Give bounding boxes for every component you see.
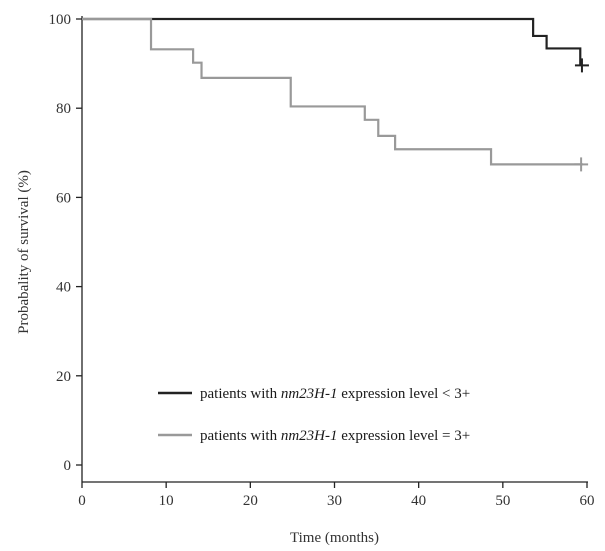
y-tick-label: 100 bbox=[49, 12, 72, 28]
legend-label-gene: nm23H-1 bbox=[281, 428, 338, 444]
x-tick-label: 0 bbox=[78, 493, 86, 509]
x-tick-label: 60 bbox=[580, 493, 595, 509]
survival-curve-high-expression bbox=[82, 17, 583, 166]
x-tick-label: 20 bbox=[243, 493, 258, 509]
legend-label-gene: nm23H-1 bbox=[281, 386, 338, 402]
legend-label-prefix: patients with bbox=[200, 386, 281, 402]
legend-item-high-expression: patients with nm23H-1 expression level =… bbox=[158, 428, 470, 444]
legend-label-suffix: expression level < 3+ bbox=[338, 386, 471, 402]
x-tick-label: 40 bbox=[411, 493, 426, 509]
x-tick-label: 30 bbox=[327, 493, 342, 509]
survival-curve-low-expression bbox=[82, 17, 582, 66]
x-ticks: 0 10 20 30 40 50 60 bbox=[78, 482, 595, 509]
series-layer bbox=[82, 17, 589, 172]
plot-area: 0 10 20 30 40 50 60 0 20 40 60 80 100 bbox=[49, 12, 595, 509]
y-tick-label: 40 bbox=[56, 280, 71, 296]
y-tick-label: 0 bbox=[64, 458, 72, 474]
legend: patients with nm23H-1 expression level <… bbox=[158, 386, 470, 444]
x-tick-label: 10 bbox=[159, 493, 174, 509]
legend-label-high-expression: patients with nm23H-1 expression level =… bbox=[200, 428, 470, 444]
legend-item-low-expression: patients with nm23H-1 expression level <… bbox=[158, 386, 470, 402]
y-ticks: 0 20 40 60 80 100 bbox=[49, 12, 82, 474]
y-tick-label: 80 bbox=[56, 101, 71, 117]
legend-label-prefix: patients with bbox=[200, 428, 281, 444]
x-axis-title: Time (months) bbox=[290, 530, 379, 546]
legend-label-low-expression: patients with nm23H-1 expression level <… bbox=[200, 386, 470, 402]
legend-label-suffix: expression level = 3+ bbox=[338, 428, 471, 444]
y-tick-label: 20 bbox=[56, 369, 71, 385]
x-tick-label: 50 bbox=[495, 493, 510, 509]
y-tick-label: 60 bbox=[56, 190, 71, 206]
y-axis-title: Probabality of survival (%) bbox=[16, 170, 32, 334]
